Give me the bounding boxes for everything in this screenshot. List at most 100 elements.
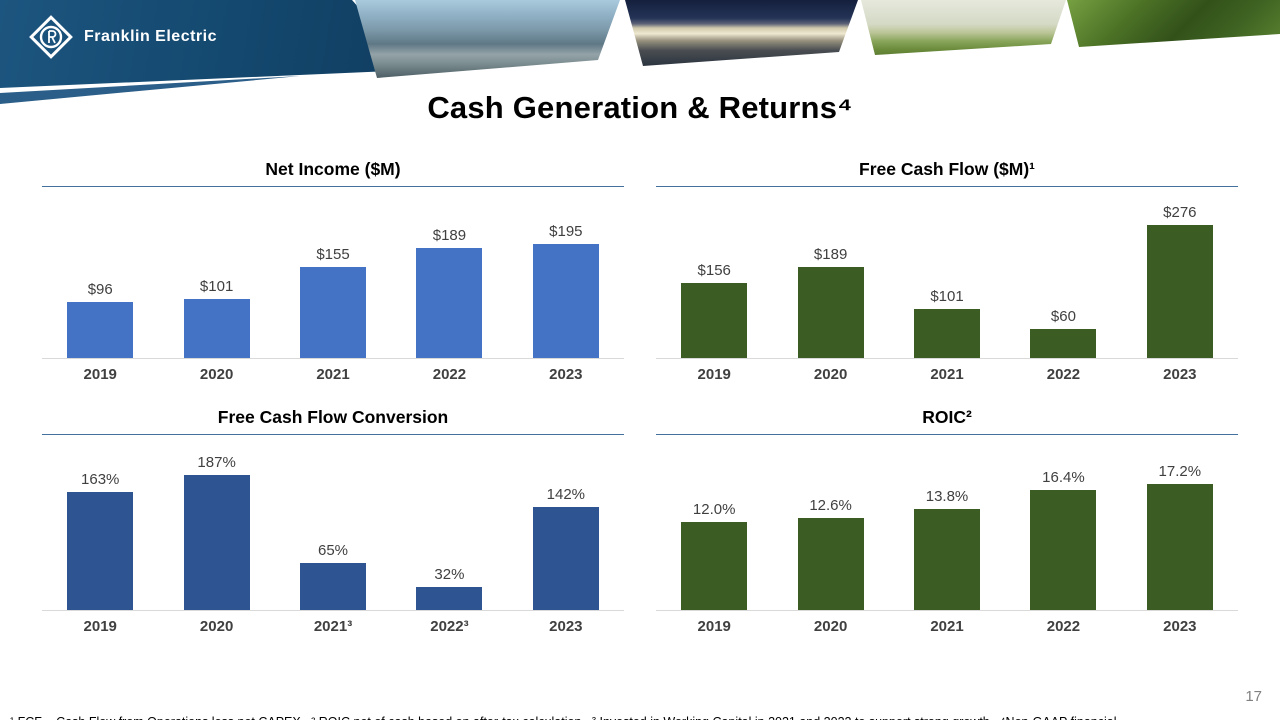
chart-title-divider [42, 186, 624, 187]
page-number: 17 [1245, 688, 1262, 705]
bar-value-label: $189 [432, 227, 467, 244]
chart-x-axis: 2019 2020 2021³ 2022³ 2023 [42, 618, 624, 635]
bar [914, 309, 981, 358]
franklin-electric-logo-icon [29, 15, 73, 59]
chart-title: Net Income ($M) [265, 159, 401, 179]
x-axis-label: 2020 [813, 618, 848, 635]
bar-slot: 13.8% [889, 488, 1005, 610]
bar-slot: $96 [42, 281, 158, 358]
bar-value-label: 142% [546, 486, 586, 503]
bar [681, 522, 748, 610]
bar-slot: 142% [508, 486, 624, 610]
bar-value-label: $60 [1050, 308, 1076, 325]
bar-slot: 32% [391, 566, 507, 610]
bar [67, 492, 134, 610]
x-axis-label: 2023 [1163, 366, 1197, 383]
chart-net-income: Net Income ($M) $96 $101 $155 $189 $195 2019… [42, 158, 624, 383]
chart-title: Free Cash Flow ($M)¹ [859, 159, 1035, 179]
bar-value-label: 17.2% [1158, 463, 1202, 480]
bar [681, 283, 748, 358]
bar [1030, 490, 1097, 610]
slide-title: Cash Generation & Returns⁴ [427, 90, 853, 125]
x-axis-label: 2022 [432, 366, 467, 383]
bar [67, 302, 134, 358]
bar [1030, 329, 1097, 358]
x-axis-label: 2023 [549, 618, 583, 635]
bar-value-label: $195 [549, 223, 583, 240]
chart-roic: ROIC² 12.0% 12.6% 13.8% 16.4% 17.2% 2019 2020… [656, 406, 1238, 635]
chart-plot-area: $156 $189 $101 $60 $276 [656, 187, 1238, 359]
bar-slot: 17.2% [1122, 463, 1238, 610]
x-axis-label: 2019 [83, 366, 117, 383]
header-photo-irrigation-field [861, 0, 1066, 55]
bar-value-label: $101 [930, 288, 964, 305]
bar-slot: 12.6% [772, 497, 888, 610]
brand-wordmark: Franklin Electric [84, 28, 217, 45]
bar-value-label: 187% [197, 454, 236, 471]
x-axis-label: 2019 [83, 618, 117, 635]
chart-title: ROIC² [922, 407, 972, 427]
chart-x-axis: 2019 2020 2021 2022 2023 [42, 366, 624, 383]
chart-plot-area: 12.0% 12.6% 13.8% 16.4% 17.2% [656, 435, 1238, 611]
bar-slot: $101 [889, 288, 1005, 358]
bar-value-label: 12.0% [692, 501, 736, 518]
bar [416, 587, 483, 610]
bar [797, 267, 864, 358]
bar-value-label: $276 [1163, 204, 1197, 221]
x-axis-label: 2021 [930, 366, 964, 383]
bar-value-label: $96 [87, 281, 113, 298]
x-axis-label: 2021 [316, 366, 350, 383]
bar-slot: $60 [1005, 308, 1121, 358]
bar-slot: $276 [1122, 204, 1238, 358]
chart-title: Free Cash Flow Conversion [217, 407, 449, 427]
bar-slot: $195 [508, 223, 624, 358]
bar-value-label: 13.8% [925, 488, 969, 505]
bar [532, 244, 599, 358]
chart-title-divider [42, 434, 624, 435]
footnote-line: ¹ FCF = Cash Flow from Operations less n… [10, 713, 1190, 720]
x-axis-label: 2021 [930, 618, 964, 635]
bar-slot: 16.4% [1005, 469, 1121, 610]
chart-fcf-conversion: Free Cash Flow Conversion 163% 187% 65% 32%… [42, 406, 624, 635]
chart-plot-area: 163% 187% 65% 32% 142% [42, 435, 624, 611]
header-photo-gas-station [625, 0, 858, 66]
bar-value-label: $155 [316, 246, 350, 263]
x-axis-label: 2023 [1163, 618, 1197, 635]
bar-value-label: $156 [697, 262, 731, 279]
x-axis-label: 2019 [697, 366, 731, 383]
chart-title-divider [656, 434, 1238, 435]
bar-value-label: 12.6% [809, 497, 852, 514]
header-photo-sprinkler [1067, 0, 1280, 47]
bar [183, 475, 250, 610]
header-photo-water-treatment [355, 0, 620, 78]
chart-x-axis: 2019 2020 2021 2022 2023 [656, 618, 1238, 635]
bar-value-label: $189 [813, 246, 848, 263]
bar-slot: $101 [158, 278, 274, 358]
bar-value-label: 16.4% [1042, 469, 1085, 486]
bar [797, 518, 864, 610]
brand-banner [0, 0, 414, 88]
bar-slot: $189 [772, 246, 888, 358]
bar-slot: 65% [275, 542, 391, 610]
bar [183, 299, 250, 358]
x-axis-label: 2020 [199, 366, 234, 383]
x-axis-label: 2023 [549, 366, 583, 383]
charts-grid: Net Income ($M) $96 $101 $155 $189 $195 2019… [42, 158, 1238, 635]
x-axis-label: 2022³ [430, 618, 469, 635]
chart-free-cash-flow: Free Cash Flow ($M)¹ $156 $189 $101 $60 $276… [656, 158, 1238, 383]
bar [914, 509, 981, 610]
footnotes: ¹ FCF = Cash Flow from Operations less n… [10, 677, 1190, 720]
bar-slot: $155 [275, 246, 391, 358]
bar-slot: $189 [391, 227, 507, 358]
bar-slot: $156 [656, 262, 772, 358]
bar-slot: 163% [42, 471, 158, 610]
bar [532, 507, 599, 610]
chart-plot-area: $96 $101 $155 $189 $195 [42, 187, 624, 359]
x-axis-label: 2020 [199, 618, 234, 635]
brand-logo-row: Franklin Electric [28, 14, 217, 60]
bar [300, 267, 367, 358]
x-axis-label: 2020 [813, 366, 848, 383]
bar-slot: 12.0% [656, 501, 772, 610]
bar-value-label: 65% [318, 542, 349, 559]
